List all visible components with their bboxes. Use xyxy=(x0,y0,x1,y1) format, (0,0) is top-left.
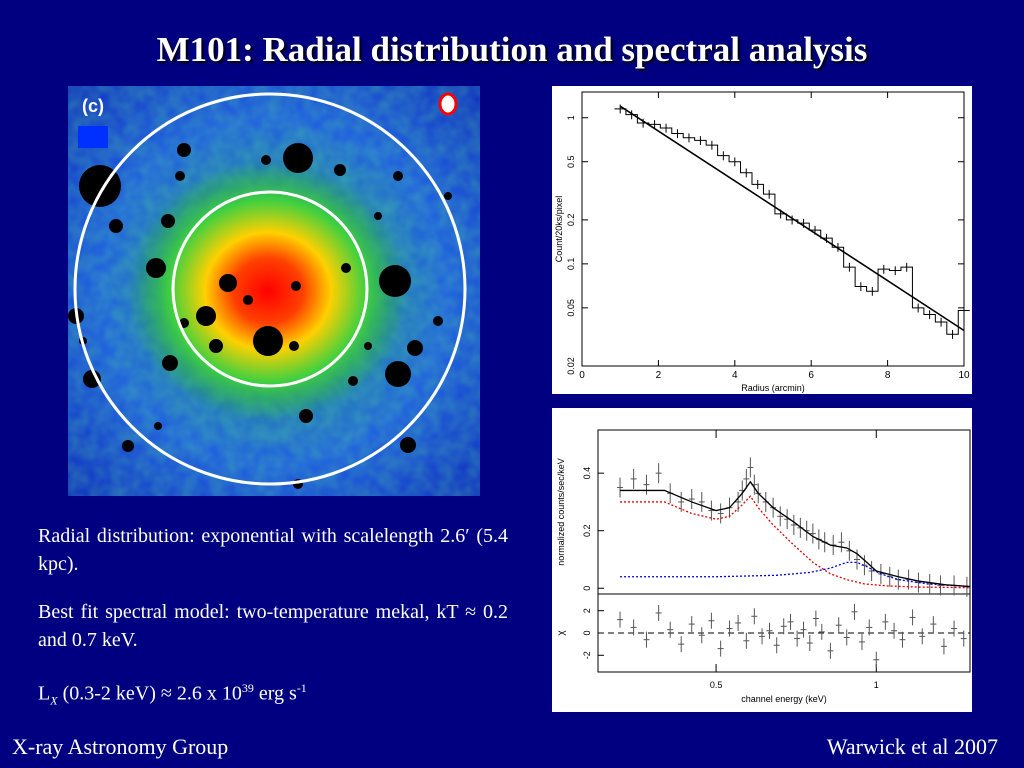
spectrum-frame xyxy=(597,429,971,595)
hot-component-line xyxy=(620,561,971,588)
slide-title: M101: Radial distribution and spectral a… xyxy=(156,30,868,69)
y-axis-label: Count/20ks/pixel xyxy=(554,196,564,263)
model-fit-line xyxy=(619,105,965,332)
radial-profile-chart: 0 2 4 6 8 10 0.02 0.05 0.1 0.2 0.5 1 Radius (arcmin)… xyxy=(552,86,972,394)
residual-y-tick-label: 0 xyxy=(582,630,592,635)
x-tick-label: 4 xyxy=(732,370,738,381)
x-tick-label: 8 xyxy=(885,370,891,381)
radial-distribution-text: Radial distribution: exponential with sc… xyxy=(38,525,508,575)
panel-label: (c) xyxy=(82,96,104,116)
residual-y-tick-label: 2 xyxy=(582,608,592,613)
x-axis-label: Radius (arcmin) xyxy=(741,383,805,393)
x-tick-label: 2 xyxy=(656,370,662,381)
x-tick-label: 10 xyxy=(958,370,970,381)
residual-axis-label: χ xyxy=(556,630,567,636)
x-tick-label: 0.5 xyxy=(710,680,723,690)
xray-image xyxy=(68,86,480,496)
residual-y-tick-label: -2 xyxy=(582,651,592,659)
y-tick-label: 0.2 xyxy=(582,524,592,537)
y-tick-label: 0.5 xyxy=(566,155,576,168)
cool-component-line xyxy=(620,495,971,589)
footer-citation: Warwick et al 2007 xyxy=(826,734,998,759)
y-tick-label: 0.02 xyxy=(566,357,576,375)
y-tick-label: 1 xyxy=(566,115,576,120)
y-tick-label: 0.1 xyxy=(566,258,576,271)
x-tick-label: 0 xyxy=(579,370,585,381)
plot-frame xyxy=(581,91,965,367)
y-tick-label: 0.4 xyxy=(582,467,592,480)
x-tick-label: 1 xyxy=(874,680,879,690)
spectral-model-text: Best fit spectral model: two-temperature… xyxy=(38,601,508,651)
y-tick-label: 0 xyxy=(582,586,592,591)
total-model-line xyxy=(620,480,971,588)
y-axis-label: normalized counts/sec/keV xyxy=(556,458,566,566)
luminosity-text: LX (0.3-2 keV) ≈ 2.6 x 1039 erg s-1 xyxy=(38,681,307,708)
x-tick-label: 6 xyxy=(808,370,814,381)
spectrum-chart: 0 0.2 0.4 -2 0 2 0.5 1 channel energy (keV) norma… xyxy=(552,408,972,712)
y-tick-label: 0.2 xyxy=(566,214,576,227)
x-axis-label: channel energy (keV) xyxy=(741,694,827,704)
y-tick-label: 0.05 xyxy=(566,299,576,317)
footer-group-name: X-ray Astronomy Group xyxy=(12,734,229,759)
